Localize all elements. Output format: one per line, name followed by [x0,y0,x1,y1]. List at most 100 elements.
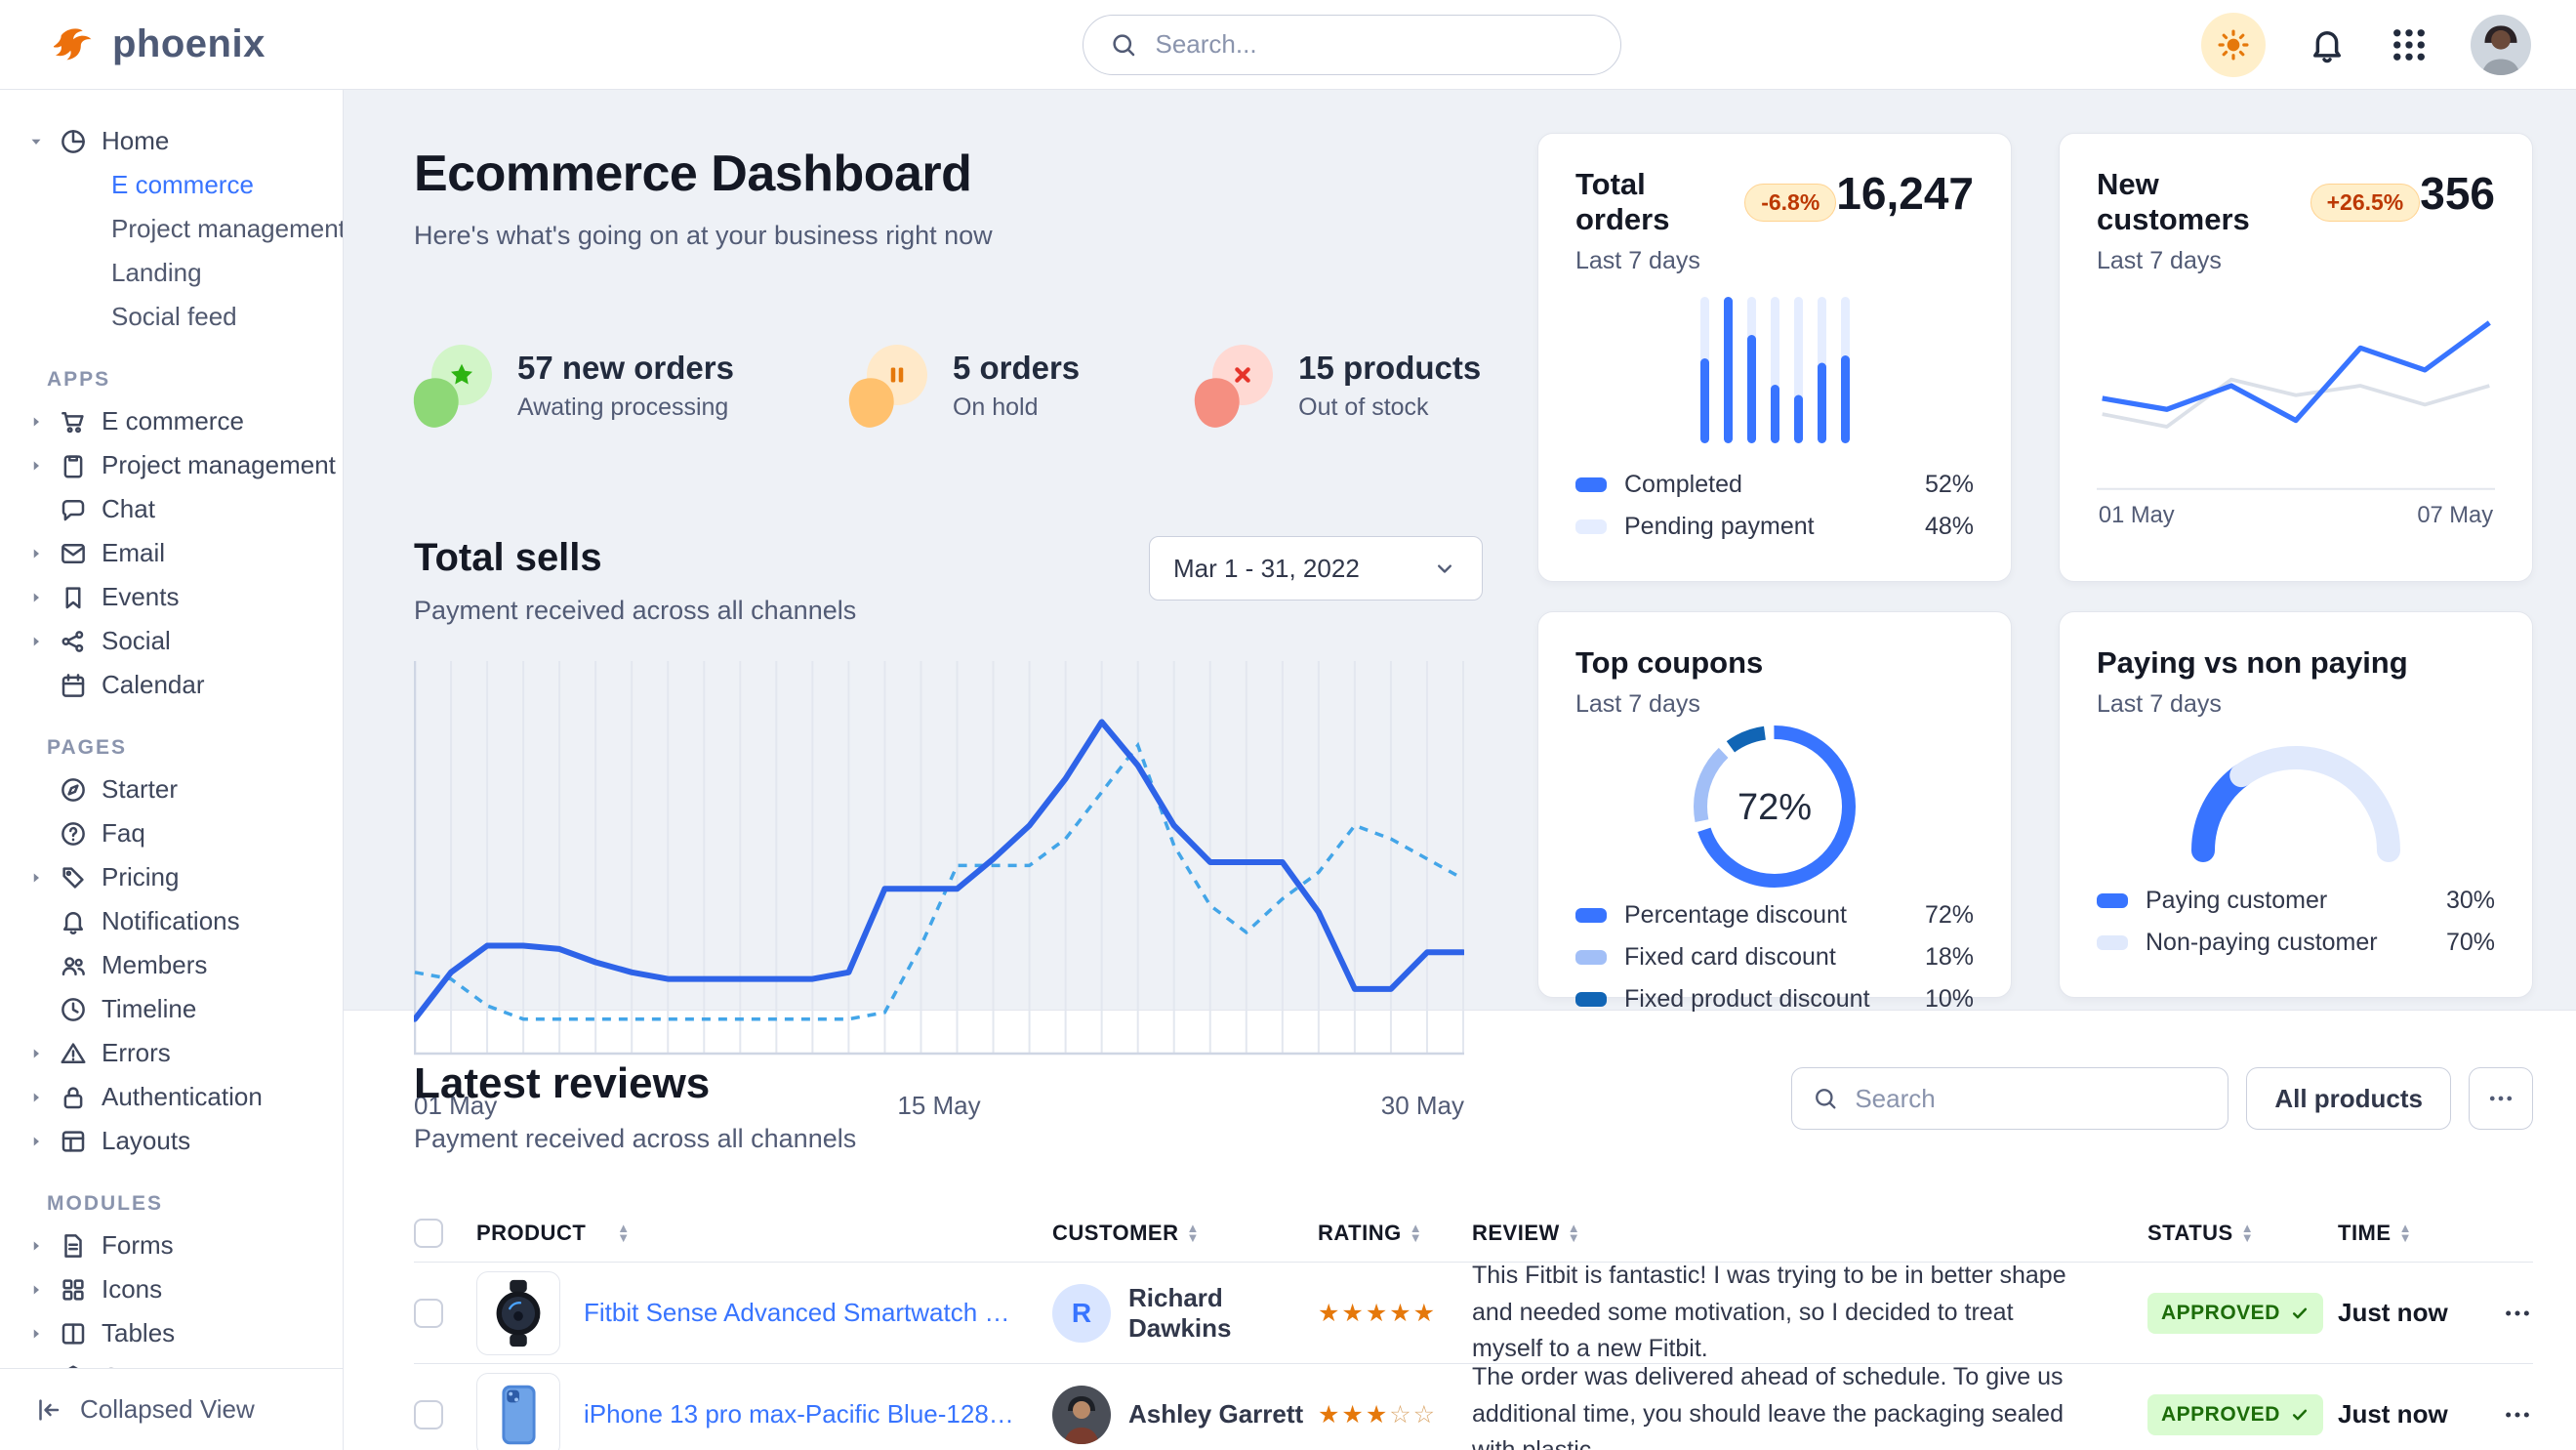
sidebar-item[interactable]: Timeline [21,987,321,1031]
sidebar-section-heading: PAGES [47,736,127,759]
chevron-right-icon [27,457,45,475]
sidebar-item[interactable]: Authentication [21,1075,321,1119]
nav-icon [59,583,88,612]
sidebar-item[interactable]: Faq [21,811,321,855]
sidebar-item[interactable]: Pricing [21,855,321,899]
card-paying-vs-nonpaying: Paying vs non paying Last 7 days Paying … [2059,611,2533,998]
sidebar-item[interactable]: Email [21,531,321,575]
chevron-down-icon [1431,555,1458,582]
brand[interactable]: phoenix [54,22,347,67]
row-menu-button[interactable] [2502,1298,2533,1329]
product-link[interactable]: Fitbit Sense Advanced Smartwatch with To… [584,1298,1052,1327]
svg-text:01 May: 01 May [414,1091,497,1120]
coupons-donut-chart: 72% [1575,719,1974,894]
status-badge: APPROVED [2147,1292,2323,1334]
legend-swatch [1575,950,1607,965]
chevron-right-icon [27,545,45,562]
customer-cell[interactable]: R Richard Dawkins [1052,1283,1318,1344]
sidebar-subitem[interactable]: Social feed [111,302,237,331]
nav-icon [59,627,88,656]
stat-icon [408,345,492,432]
global-search-field[interactable] [1153,28,1595,61]
customers-line-chart: 01 May 07 May [2097,275,2495,548]
nav-icon [59,451,88,480]
column-header[interactable]: CUSTOMER ▲ ▼ [1052,1221,1200,1245]
paying-gauge-chart [2097,719,2495,880]
stats-row: 57 new orders Awating processing 5 order… [408,345,1483,432]
stat-icon [1189,345,1274,432]
sidebar-item[interactable]: E commerce [21,399,321,443]
table-row: iPhone 13 pro max-Pacific Blue-128GB sto… [414,1363,2533,1450]
sidebar-item[interactable]: Calendar [21,663,321,707]
customer-cell[interactable]: Ashley Garrett [1052,1385,1303,1444]
reviews-more-button[interactable] [2469,1067,2533,1130]
chevron-right-icon [27,1133,45,1150]
legend-item: Pending payment 48% [1575,506,1974,548]
global-search-input[interactable] [1082,14,1621,75]
row-checkbox[interactable] [414,1399,443,1429]
nav-icon [59,819,88,849]
column-header[interactable]: RATING ▲ ▼ [1318,1221,1423,1245]
chevron-right-icon [27,677,45,694]
all-products-button[interactable]: All products [2246,1067,2451,1130]
column-header[interactable]: REVIEW ▲ ▼ [1472,1221,1581,1245]
latest-reviews-section: Latest reviews Payment received across a… [344,1011,2576,1450]
column-header[interactable]: STATUS ▲ ▼ [2147,1221,2255,1245]
theme-toggle-button[interactable] [2201,12,2266,77]
legend-swatch [1575,908,1607,923]
sidebar-item[interactable]: Project management [21,443,336,487]
collapse-sidebar-button[interactable]: Collapsed View [0,1368,343,1450]
column-header[interactable]: PRODUCT ▲ ▼ [476,1221,631,1245]
user-avatar[interactable] [2471,14,2531,75]
sidebar-subitem[interactable]: Project management [111,214,343,243]
sidebar-item[interactable]: Layouts [21,1119,321,1163]
sidebar-item[interactable]: Social [21,619,321,663]
table-row: Fitbit Sense Advanced Smartwatch with To… [414,1262,2533,1363]
sidebar-item[interactable]: Components [21,1355,321,1368]
product-link[interactable]: iPhone 13 pro max-Pacific Blue-128GB sto… [584,1399,1052,1429]
reviews-search-field[interactable] [1853,1082,2209,1115]
sidebar-item[interactable]: Starter [21,767,321,811]
card-total-orders: Total orders -6.8% Last 7 days 16,247 Co [1537,133,2012,582]
notifications-bell-icon[interactable] [2307,24,2348,65]
legend-item: Non-paying customer 70% [2097,922,2495,964]
chevron-right-icon [27,1045,45,1062]
card-title: New customers [2097,167,2250,236]
apps-grid-icon[interactable] [2389,24,2430,65]
sidebar-item[interactable]: Chat [21,487,321,531]
legend-swatch [2097,893,2128,908]
sidebar-item[interactable]: Errors [21,1031,321,1075]
legend-item: Percentage discount 72% [1575,894,1974,936]
sidebar-home-children: E commerce Project management Landing So… [21,163,343,339]
svg-text:15 May: 15 May [897,1091,980,1120]
sidebar-item[interactable]: Forms [21,1223,321,1267]
sidebar-item-home[interactable]: Home [21,119,321,163]
sidebar-item[interactable]: Members [21,943,321,987]
sidebar: Home E commerce Project management Landi… [0,90,344,1450]
topbar-actions [2201,12,2531,77]
sidebar-item[interactable]: Tables [21,1311,321,1355]
sidebar-item[interactable]: Notifications [21,899,321,943]
legend-swatch [1575,992,1607,1007]
sidebar-subitem[interactable]: E commerce [111,170,254,199]
stat: 15 products Out of stock [1189,345,1481,432]
select-all-checkbox[interactable] [414,1219,443,1248]
row-checkbox[interactable] [414,1298,443,1328]
sidebar-item[interactable]: Icons [21,1267,321,1311]
chevron-right-icon [27,1281,45,1299]
sidebar-section-heading: MODULES [47,1192,163,1215]
stat-icon [843,345,927,432]
sidebar-item[interactable]: Events [21,575,321,619]
chevron-right-icon [27,869,45,887]
reviews-search-input[interactable] [1791,1067,2229,1130]
chevron-right-icon [27,1237,45,1255]
date-range-select[interactable]: Mar 1 - 31, 2022 [1149,536,1483,601]
chevron-right-icon [27,781,45,799]
review-text: The order was delivered ahead of schedul… [1472,1363,2064,1450]
column-header[interactable]: TIME ▲ ▼ [2338,1221,2412,1245]
check-icon [2290,1405,2310,1425]
row-menu-button[interactable] [2502,1399,2533,1430]
search-icon [1109,30,1138,60]
sidebar-subitem[interactable]: Landing [111,258,202,287]
new-customers-value: 356 [2420,168,2495,219]
